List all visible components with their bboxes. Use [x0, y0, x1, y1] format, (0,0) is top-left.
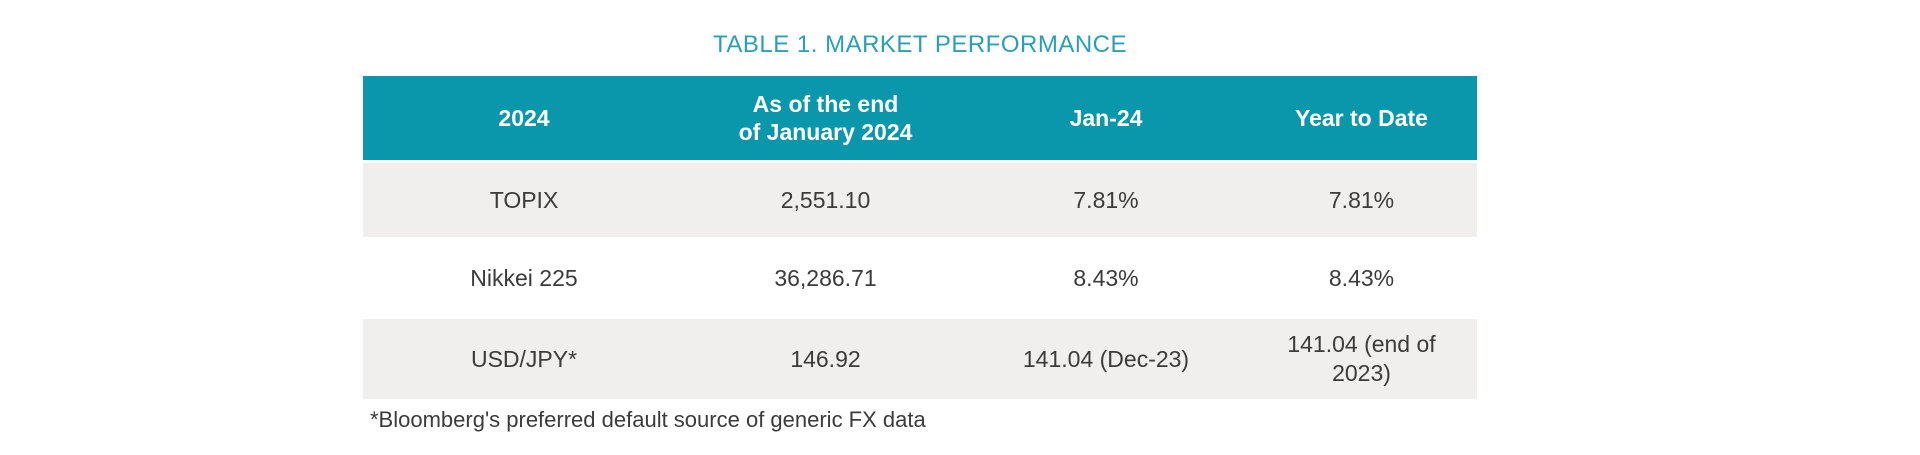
usdjpy-jan24-value: 141.04 (Dec-23)	[1022, 345, 1190, 372]
table-row-topix: TOPIX 2,551.10 7.81% 7.81%	[363, 163, 1477, 237]
header-cell-as-of: As of the end of January 2024	[738, 91, 913, 145]
market-performance-table: 2024 As of the end of January 2024 Jan-2…	[363, 76, 1477, 399]
table-row-usdjpy: USD/JPY* 146.92 141.04 (Dec-23) 141.04 (…	[363, 319, 1477, 399]
topix-jan24-value: 7.81%	[1073, 186, 1139, 213]
nikkei-jan24-value: 8.43%	[1073, 264, 1139, 291]
topix-label: TOPIX	[489, 186, 559, 213]
table-header-row: 2024 As of the end of January 2024 Jan-2…	[363, 76, 1477, 163]
nikkei-label: Nikkei 225	[470, 264, 578, 291]
topix-level-value: 2,551.10	[780, 186, 871, 213]
nikkei-level-value: 36,286.71	[774, 264, 877, 291]
header-cell-jan24: Jan-24	[1069, 105, 1143, 131]
usdjpy-ytd-value: 141.04 (end of 2023)	[1287, 331, 1436, 386]
table-row-nikkei225: Nikkei 225 36,286.71 8.43% 8.43%	[363, 237, 1477, 319]
table-title: TABLE 1. MARKET PERFORMANCE	[712, 31, 1128, 58]
header-cell-year: 2024	[498, 105, 550, 131]
header-cell-ytd: Year to Date	[1295, 105, 1428, 131]
report-table-section: TABLE 1. MARKET PERFORMANCE 2024 As of t…	[363, 0, 1477, 455]
topix-ytd-value: 7.81%	[1328, 186, 1395, 213]
usdjpy-label: USD/JPY*	[470, 345, 578, 372]
nikkei-ytd-value: 8.43%	[1328, 264, 1395, 291]
table-footnote: *Bloomberg's preferred default source of…	[370, 407, 926, 432]
usdjpy-level-value: 146.92	[790, 345, 861, 372]
